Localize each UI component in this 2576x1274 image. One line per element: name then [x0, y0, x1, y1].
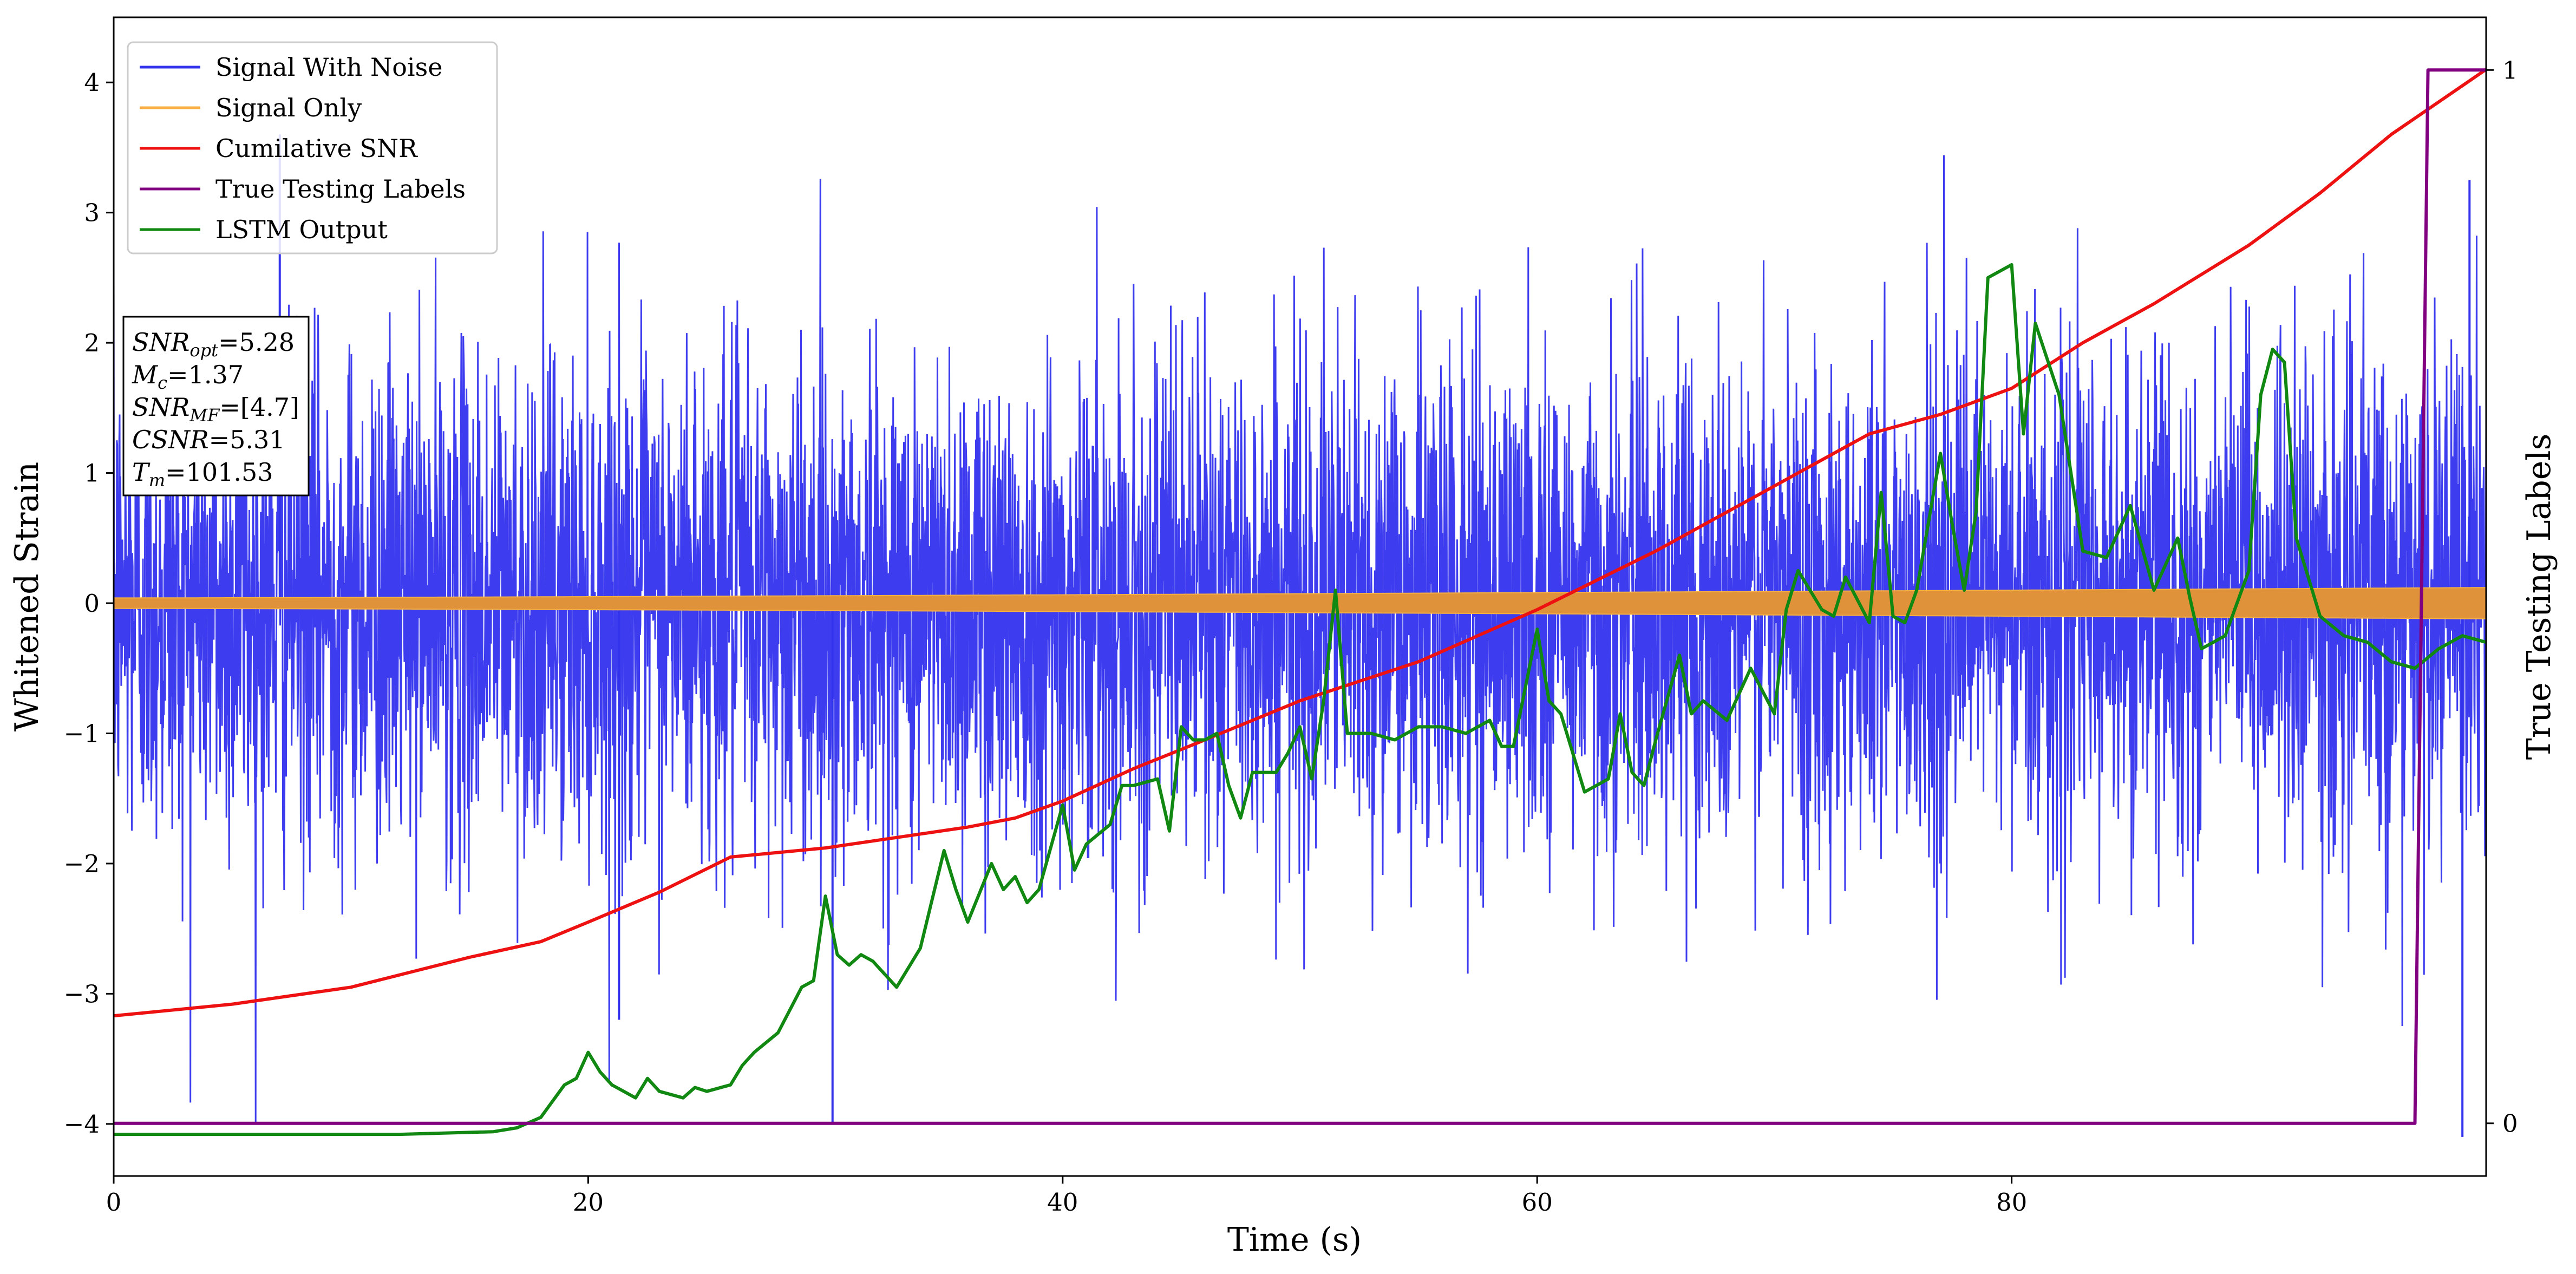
y-tick-label: 2	[84, 329, 100, 357]
parameter-line: SNRopt=5.28	[132, 328, 295, 361]
true-testing-labels-line	[114, 68, 2486, 1125]
legend-label: Signal Only	[215, 93, 362, 122]
y-axis-label: Whitened Strain	[8, 462, 46, 731]
y-tick-label: −4	[64, 1110, 100, 1139]
x-axis-label: Time (s)	[1227, 1221, 1362, 1259]
y-tick-label: −2	[64, 850, 100, 878]
x-tick-label: 80	[1996, 1188, 2027, 1217]
parameter-line: CSNR=5.31	[132, 425, 285, 454]
x-tick-label: 60	[1522, 1188, 1553, 1217]
lstm-output-line	[114, 263, 2486, 1136]
legend: Signal With Noise Signal Only Cumilative S…	[127, 41, 498, 254]
signal-with-noise-line	[114, 155, 2486, 1122]
x-tick-label: 0	[106, 1188, 122, 1217]
x-tick-label: 20	[573, 1188, 604, 1217]
y-tick-label: 4	[84, 68, 100, 97]
x-axis-ticks: 0 20 40 60 80	[106, 1176, 2027, 1217]
y-tick-label: 3	[84, 199, 100, 227]
line-series	[114, 68, 2486, 1136]
legend-label: Cumilative SNR	[215, 134, 418, 163]
legend-label: LSTM Output	[215, 215, 388, 244]
y-tick-label: −3	[64, 979, 100, 1008]
legend-box	[127, 41, 498, 254]
y-tick-label: 0	[84, 589, 100, 618]
y-axis-ticks: −4 −3 −2 −1 0 1 2 3 4	[64, 68, 114, 1139]
y2-axis-label: True Testing Labels	[2520, 434, 2558, 760]
parameter-box	[122, 316, 310, 496]
x-tick-label: 40	[1047, 1188, 1078, 1217]
y2-tick-label: 0	[2502, 1109, 2518, 1138]
y-tick-label: 1	[84, 459, 100, 488]
plot-area	[113, 16, 2487, 1177]
y2-tick-label: 1	[2502, 56, 2518, 84]
y-tick-label: −1	[64, 719, 100, 748]
legend-label: True Testing Labels	[215, 174, 466, 204]
parameter-line: Tm=101.53	[132, 458, 273, 491]
y2-axis-ticks: 01	[2486, 56, 2518, 1138]
legend-label: Signal With Noise	[215, 53, 442, 82]
signal-with-noise-series	[114, 134, 2486, 1137]
plot-frame	[113, 16, 2487, 1177]
parameter-line: Mc=1.37	[132, 360, 244, 393]
parameter-line: SNRMF=[4.7]	[132, 393, 299, 426]
